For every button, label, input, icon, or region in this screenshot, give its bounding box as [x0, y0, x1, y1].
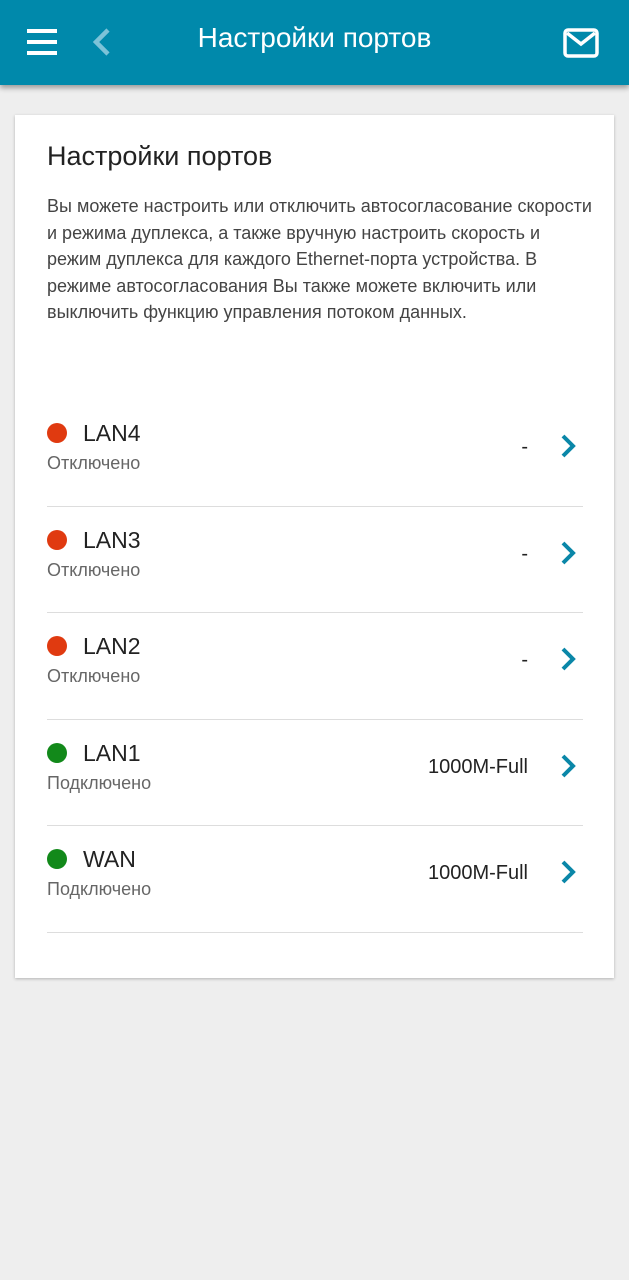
- port-name: LAN2: [83, 633, 141, 659]
- status-dot: [47, 423, 67, 443]
- port-list: LAN4 Отключено - LAN3 Отключено - LAN2 О…: [47, 400, 583, 933]
- chevron-right-icon[interactable]: [559, 751, 577, 781]
- port-mode: -: [521, 649, 528, 671]
- port-mode: -: [521, 542, 528, 565]
- card-description: Вы можете настроить или отключить автосо…: [47, 196, 592, 322]
- port-row-lan4[interactable]: LAN4 Отключено -: [47, 400, 583, 507]
- status-dot: [47, 636, 67, 656]
- port-mode: 1000M-Full: [427, 862, 528, 884]
- app-header: Настройки портов: [0, 0, 629, 85]
- port-settings-card: Настройки портов Вы можете настроить или…: [15, 115, 614, 978]
- port-name: WAN: [83, 846, 136, 872]
- port-row-lan3[interactable]: LAN3 Отключено -: [47, 507, 583, 613]
- port-status: Подключено: [47, 772, 152, 793]
- chevron-right-icon[interactable]: [559, 644, 577, 674]
- port-mode: -: [521, 436, 528, 458]
- port-status: Отключено: [47, 666, 141, 686]
- status-dot: [47, 529, 67, 550]
- status-dot: [47, 742, 67, 763]
- port-status: Отключено: [47, 453, 141, 473]
- page-title: Настройки портов: [197, 22, 432, 53]
- chevron-right-icon[interactable]: [559, 538, 577, 568]
- status-dot: [47, 849, 67, 869]
- port-row-lan2[interactable]: LAN2 Отключено -: [47, 613, 583, 720]
- envelope-icon[interactable]: [563, 28, 599, 58]
- port-row-wan[interactable]: WAN Подключено 1000M-Full: [47, 826, 583, 933]
- port-status: Отключено: [47, 559, 141, 580]
- chevron-left-icon[interactable]: [88, 22, 118, 62]
- port-name: LAN1: [83, 739, 141, 766]
- card-title: Настройки портов: [47, 141, 273, 171]
- chevron-right-icon[interactable]: [559, 431, 577, 461]
- hamburger-icon[interactable]: [27, 29, 57, 55]
- port-name: LAN4: [83, 420, 141, 446]
- port-mode: 1000M-Full: [427, 755, 528, 778]
- chevron-right-icon[interactable]: [559, 857, 577, 887]
- port-name: LAN3: [83, 526, 141, 553]
- port-row-lan1[interactable]: LAN1 Подключено 1000M-Full: [47, 720, 583, 826]
- port-status: Подключено: [47, 879, 152, 899]
